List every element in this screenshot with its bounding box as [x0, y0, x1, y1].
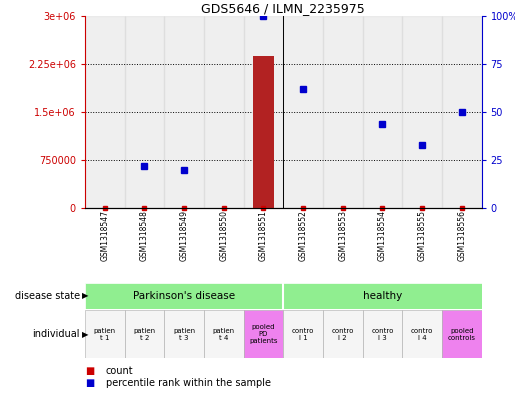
Title: GDS5646 / ILMN_2235975: GDS5646 / ILMN_2235975 [201, 2, 365, 15]
Bar [85, 310, 125, 358]
Text: contro
l 2: contro l 2 [332, 327, 354, 341]
Text: patien
t 4: patien t 4 [213, 327, 235, 341]
Bar [85, 283, 283, 309]
Bar [363, 16, 402, 208]
Text: ▶: ▶ [82, 291, 89, 300]
Bar [164, 16, 204, 208]
Text: pooled
controls: pooled controls [448, 327, 476, 341]
Bar [204, 310, 244, 358]
Bar [402, 310, 442, 358]
Bar [252, 55, 274, 208]
Bar [125, 16, 164, 208]
Text: ■: ■ [85, 378, 94, 388]
Bar [283, 16, 323, 208]
Bar [164, 310, 204, 358]
Bar [244, 310, 283, 358]
Bar [283, 283, 482, 309]
Text: disease state: disease state [15, 291, 80, 301]
Text: ■: ■ [85, 366, 94, 376]
Text: contro
l 1: contro l 1 [292, 327, 314, 341]
Bar [244, 16, 283, 208]
Text: count: count [106, 366, 133, 376]
Text: healthy: healthy [363, 291, 402, 301]
Bar [85, 16, 125, 208]
Text: percentile rank within the sample: percentile rank within the sample [106, 378, 270, 388]
Text: patien
t 3: patien t 3 [173, 327, 195, 341]
Bar [204, 16, 244, 208]
Bar [283, 310, 323, 358]
Bar [442, 310, 482, 358]
Bar [323, 16, 363, 208]
Text: ▶: ▶ [82, 330, 89, 338]
Bar [323, 310, 363, 358]
Text: patien
t 1: patien t 1 [94, 327, 116, 341]
Bar [402, 16, 442, 208]
Bar [125, 310, 164, 358]
Text: individual: individual [32, 329, 80, 339]
Text: pooled
PD
patients: pooled PD patients [249, 324, 278, 344]
Text: contro
l 4: contro l 4 [411, 327, 433, 341]
Bar [363, 310, 402, 358]
Text: Parkinson's disease: Parkinson's disease [133, 291, 235, 301]
Text: contro
l 3: contro l 3 [371, 327, 393, 341]
Bar [442, 16, 482, 208]
Text: patien
t 2: patien t 2 [133, 327, 156, 341]
